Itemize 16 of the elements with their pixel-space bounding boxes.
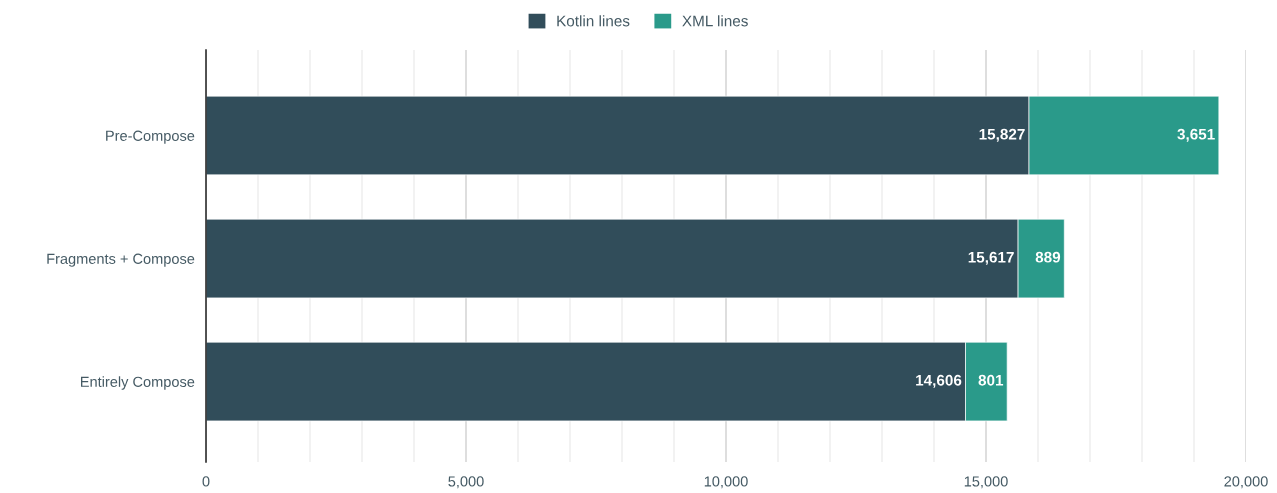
data-label: 801	[978, 374, 1004, 386]
y-tick-label: Pre-Compose	[106, 130, 195, 144]
data-label: 15,827	[979, 128, 1025, 142]
data-label: 15,617	[968, 251, 1014, 265]
data-label: 14,606	[916, 374, 962, 388]
data-label: 889	[1035, 251, 1061, 263]
x-tick-label: 15,000	[964, 476, 1008, 489]
y-tick-label: Fragments + Compose	[47, 253, 195, 267]
data-label: 3,651	[1177, 128, 1215, 142]
y-tick-label: Entirely Compose	[81, 376, 195, 390]
x-tick-label: 10,000	[704, 476, 748, 489]
legend-label: Kotlin lines	[557, 15, 630, 27]
x-tick-label: 20,000	[1224, 476, 1268, 489]
legend-label: XML lines	[682, 15, 748, 27]
x-tick-label: 0	[202, 476, 210, 487]
x-tick-label: 5,000	[448, 476, 484, 489]
